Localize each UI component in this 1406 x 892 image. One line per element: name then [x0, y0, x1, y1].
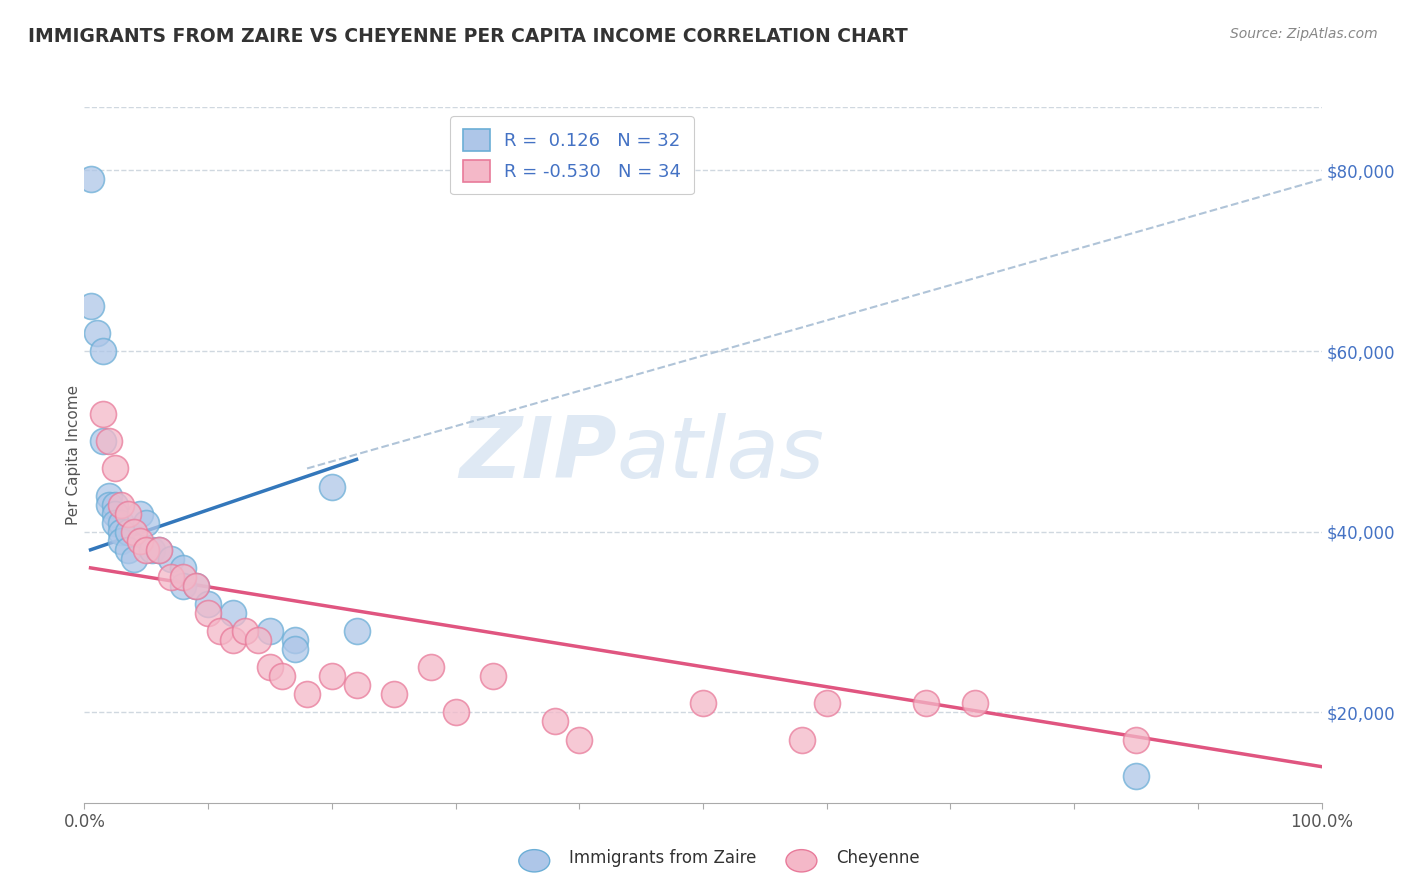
- Point: [122, 551, 145, 566]
- Point: [160, 570, 183, 584]
- Point: [271, 669, 294, 683]
- Point: [184, 579, 207, 593]
- Point: [110, 498, 132, 512]
- Point: [419, 660, 441, 674]
- Point: [197, 606, 219, 620]
- Text: IMMIGRANTS FROM ZAIRE VS CHEYENNE PER CAPITA INCOME CORRELATION CHART: IMMIGRANTS FROM ZAIRE VS CHEYENNE PER CA…: [28, 27, 908, 45]
- Point: [284, 642, 307, 657]
- Point: [382, 687, 405, 701]
- Point: [91, 434, 114, 449]
- Point: [222, 633, 245, 648]
- Point: [104, 461, 127, 475]
- Point: [91, 407, 114, 421]
- Point: [790, 732, 813, 747]
- Point: [98, 498, 121, 512]
- Point: [321, 669, 343, 683]
- Point: [543, 714, 565, 729]
- Point: [197, 597, 219, 611]
- Point: [110, 524, 132, 539]
- Y-axis label: Per Capita Income: Per Capita Income: [66, 384, 80, 525]
- Point: [481, 669, 503, 683]
- Point: [141, 542, 163, 557]
- Point: [321, 479, 343, 493]
- Point: [110, 516, 132, 530]
- Point: [444, 706, 467, 720]
- Point: [172, 570, 194, 584]
- Point: [79, 299, 101, 313]
- Point: [135, 516, 157, 530]
- Point: [129, 533, 152, 548]
- Point: [104, 507, 127, 521]
- Point: [148, 542, 170, 557]
- Point: [259, 660, 281, 674]
- Point: [346, 624, 368, 639]
- Text: Cheyenne: Cheyenne: [837, 849, 920, 867]
- Point: [692, 697, 714, 711]
- Point: [91, 344, 114, 359]
- Point: [184, 579, 207, 593]
- Point: [259, 624, 281, 639]
- Point: [172, 579, 194, 593]
- Point: [117, 524, 139, 539]
- Point: [135, 542, 157, 557]
- Text: Source: ZipAtlas.com: Source: ZipAtlas.com: [1230, 27, 1378, 41]
- Point: [98, 489, 121, 503]
- Point: [233, 624, 256, 639]
- Point: [246, 633, 269, 648]
- Point: [117, 507, 139, 521]
- Legend: R =  0.126   N = 32, R = -0.530   N = 34: R = 0.126 N = 32, R = -0.530 N = 34: [450, 116, 695, 194]
- Point: [104, 516, 127, 530]
- Point: [965, 697, 987, 711]
- Point: [222, 606, 245, 620]
- Text: Immigrants from Zaire: Immigrants from Zaire: [569, 849, 756, 867]
- Point: [295, 687, 318, 701]
- Point: [160, 551, 183, 566]
- Point: [346, 678, 368, 692]
- Point: [122, 524, 145, 539]
- Point: [104, 498, 127, 512]
- Point: [815, 697, 838, 711]
- Point: [209, 624, 232, 639]
- Point: [129, 507, 152, 521]
- Point: [148, 542, 170, 557]
- Point: [172, 561, 194, 575]
- Point: [98, 434, 121, 449]
- Point: [117, 542, 139, 557]
- Point: [1125, 732, 1147, 747]
- Point: [284, 633, 307, 648]
- Point: [1125, 769, 1147, 783]
- Text: atlas: atlas: [616, 413, 824, 497]
- Point: [86, 326, 108, 340]
- Text: ZIP: ZIP: [458, 413, 616, 497]
- Point: [914, 697, 936, 711]
- Point: [110, 533, 132, 548]
- Point: [568, 732, 591, 747]
- Point: [79, 172, 101, 186]
